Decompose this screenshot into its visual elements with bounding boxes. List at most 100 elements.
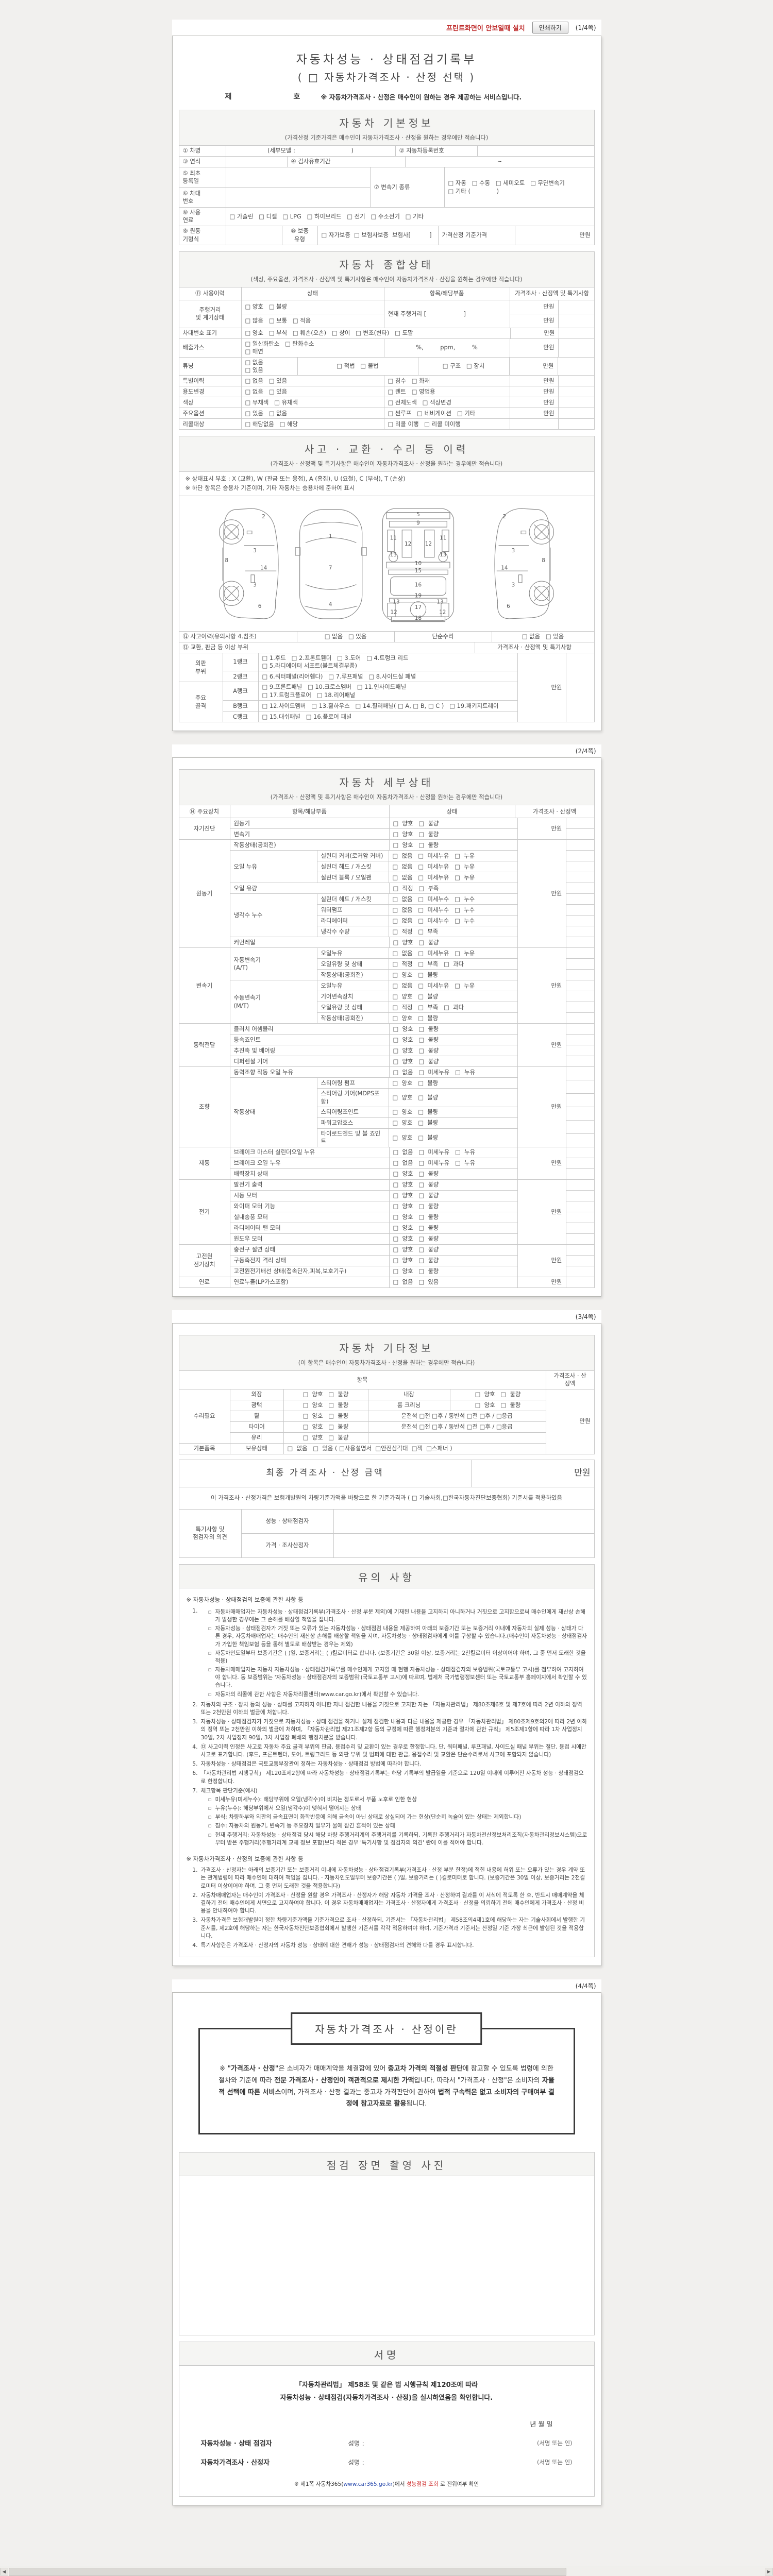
- checkbox-group[interactable]: □ 15.대쉬패널 □ 16.플로어 패널: [258, 711, 518, 723]
- checkbox-group[interactable]: □ 양호 □ 불량: [389, 1211, 518, 1223]
- checkbox-group[interactable]: □ 양호 □ 불량: [388, 1107, 518, 1118]
- checkbox-group[interactable]: □ 양호 □ 불량: [389, 937, 518, 948]
- blank-field[interactable]: [558, 397, 595, 409]
- horizontal-scrollbar[interactable]: ◀ ▶: [0, 2567, 773, 2576]
- checkbox-group[interactable]: □ 없음 □ 미세누유 □ 누유: [388, 980, 518, 992]
- blank-field[interactable]: [225, 156, 288, 167]
- checkbox-group[interactable]: □ 양호 □ 불량: [449, 1388, 546, 1400]
- blank-field[interactable]: [565, 861, 595, 873]
- blank-field[interactable]: [565, 1233, 595, 1245]
- checkbox-group[interactable]: □ 침수 □ 화재: [383, 375, 510, 387]
- checkbox-group[interactable]: □ 적법 □ 불법: [297, 357, 418, 376]
- checkbox-group[interactable]: □ 양호 □ 불량: [389, 1265, 518, 1277]
- checkbox-group[interactable]: □ 양호 □ 불량: [388, 969, 518, 981]
- blank-field[interactable]: [565, 872, 595, 884]
- blank-field[interactable]: [565, 1133, 595, 1147]
- checkbox-group[interactable]: □ 12.사이드멤버 □ 13.휠하우스 □ 14.필러패널( □ A, □ B…: [258, 700, 518, 712]
- checkbox-group[interactable]: □ 양호 □ 불량: [389, 818, 518, 829]
- blank-field[interactable]: [558, 418, 595, 430]
- blank-field[interactable]: [558, 338, 595, 358]
- blank-field[interactable]: [565, 1107, 595, 1121]
- checkbox-group[interactable]: □ 양호 □ 불량: [283, 1421, 368, 1433]
- checkbox-group[interactable]: □ 양호 □ 불량: [449, 1399, 546, 1411]
- blank-field[interactable]: [565, 958, 595, 970]
- checkbox-group[interactable]: □ 없음 □ 있음: [296, 631, 395, 642]
- checkbox-group[interactable]: □ 자가보증 □ 보험사보증 보험사[ ]: [317, 225, 439, 245]
- blank-field[interactable]: [225, 187, 371, 208]
- signature-stamp-area[interactable]: (서명 또는 인): [536, 2439, 573, 2447]
- checkbox-group[interactable]: □ 양호 □ 불량: [388, 1128, 518, 1147]
- checkbox-group[interactable]: □ 양호 □ 불량: [388, 1117, 518, 1129]
- blank-field[interactable]: [565, 980, 595, 992]
- blank-field[interactable]: [565, 1276, 595, 1288]
- checkbox-group[interactable]: □ 전체도색 □ 색상변경: [383, 397, 510, 409]
- blank-field[interactable]: [565, 947, 595, 959]
- checkbox-group[interactable]: □ 6.쿼터패널(리어휀다) □ 7.루프패널 □ 8.사이드실 패널: [258, 671, 518, 683]
- checkbox-group[interactable]: □ 양호 □ 불량: [283, 1410, 368, 1422]
- signer-name-label[interactable]: 성명 :: [348, 2439, 364, 2448]
- blank-field[interactable]: [565, 1190, 595, 1201]
- checkbox-group[interactable]: □ 있음 □ 없음: [241, 408, 384, 419]
- blank-field[interactable]: [367, 1432, 546, 1444]
- checkbox-group[interactable]: □ 리콜 이행 □ 리콜 미이행: [383, 418, 510, 430]
- blank-field[interactable]: [565, 926, 595, 938]
- print-install-notice[interactable]: 프린트화면이 안보일때 설치: [446, 25, 525, 32]
- blank-field[interactable]: [565, 652, 595, 723]
- checkbox-group[interactable]: □ 양호 □ 불량: [388, 991, 518, 1003]
- checkbox-group[interactable]: □ 없음 □ 있음: [241, 386, 384, 398]
- checkbox-group[interactable]: □ 없음 □ 미세누유 □ 누유: [389, 1066, 518, 1078]
- blank-field[interactable]: [565, 1244, 595, 1256]
- checkbox-group[interactable]: □ 적정 □ 부족 □ 과다: [388, 958, 518, 970]
- blank-field[interactable]: [565, 1034, 595, 1046]
- blank-field[interactable]: [509, 418, 559, 430]
- checkbox-group[interactable]: □ 일산화탄소 □ 탄화수소 □ 매연: [241, 338, 384, 358]
- blank-field[interactable]: [477, 145, 595, 157]
- blank-field[interactable]: [565, 969, 595, 981]
- blank-field[interactable]: [565, 1066, 595, 1081]
- blank-field[interactable]: [558, 375, 595, 387]
- checkbox-group[interactable]: □ 양호 □ 불량: [389, 1179, 518, 1191]
- checkbox-group[interactable]: □ 양호 □ 불량: [389, 1233, 518, 1245]
- checkbox-group[interactable]: □ 없음 □ 있음 ( □사용설명서 □안전삼각대 □잭 □스패너 ): [283, 1443, 546, 1454]
- scroll-right-arrow-icon[interactable]: ▶: [765, 2568, 773, 2575]
- checkbox-group[interactable]: 이 가격조사 · 산정가격은 보험개발원의 차량기준가액을 바탕으로 한 기준가…: [178, 1486, 595, 1510]
- blank-field[interactable]: [225, 225, 282, 245]
- blank-field[interactable]: [565, 1157, 595, 1169]
- blank-field[interactable]: [558, 386, 595, 398]
- checkbox-group[interactable]: □ 양호 □ 불량: [389, 1255, 518, 1266]
- checkbox-group[interactable]: □ 없음 □ 미세누유 □ 누유: [388, 947, 518, 959]
- checkbox-group[interactable]: □ 양호 □ 불량: [389, 1222, 518, 1234]
- checkbox-group[interactable]: □ 적정 □ 부족: [388, 926, 518, 938]
- blank-field[interactable]: [565, 839, 595, 851]
- blank-field[interactable]: [565, 1002, 595, 1013]
- checkbox-group[interactable]: □ 없음 □ 미세누수 □ 누수: [388, 893, 518, 905]
- checkbox-group[interactable]: □ 양호 □ 불량: [388, 1077, 518, 1089]
- checkbox-group[interactable]: □ 양호 □ 불량: [389, 1244, 518, 1256]
- checkbox-group[interactable]: □ 무채색 □ 유채색: [241, 397, 384, 409]
- checkbox-group[interactable]: □ 양호 □ 불량: [389, 1190, 518, 1201]
- blank-field[interactable]: [565, 850, 595, 862]
- checkbox-group[interactable]: □ 양호 □ 불량: [388, 1012, 518, 1024]
- checkbox-group[interactable]: □ 없음 □ 있음: [389, 1276, 518, 1288]
- signature-stamp-area[interactable]: (서명 또는 인): [536, 2458, 573, 2466]
- blank-field[interactable]: [558, 408, 595, 419]
- checkbox-group[interactable]: □ 구조 □ 장치: [417, 357, 510, 376]
- checkbox-group[interactable]: □ 양호 □ 불량: [389, 828, 518, 840]
- blank-field[interactable]: [333, 1509, 595, 1534]
- checkbox-group[interactable]: □ 양호 □ 불량: [389, 1023, 518, 1035]
- blank-field[interactable]: [565, 1080, 595, 1094]
- blank-field[interactable]: [565, 1093, 595, 1108]
- checkbox-group[interactable]: □ 양호 □ 불량: [389, 1168, 518, 1180]
- inspection-photo-area[interactable]: [178, 2176, 595, 2336]
- checkbox-group[interactable]: □ 양호 □ 불량: [283, 1388, 368, 1400]
- blank-field[interactable]: [565, 1222, 595, 1234]
- print-button[interactable]: 인쇄하기: [532, 22, 568, 33]
- blank-field[interactable]: [565, 915, 595, 927]
- checkbox-group[interactable]: □ 적정 □ 부족 □ 과다: [388, 1002, 518, 1013]
- blank-field[interactable]: [558, 313, 595, 328]
- checkbox-group[interactable]: □ 양호 □ 불량: [389, 1056, 518, 1067]
- checkbox-group[interactable]: □ 양호 □ 불량: [389, 1200, 518, 1212]
- blank-field[interactable]: [565, 893, 595, 905]
- checkbox-group[interactable]: □ 없음 □ 있음: [491, 631, 595, 642]
